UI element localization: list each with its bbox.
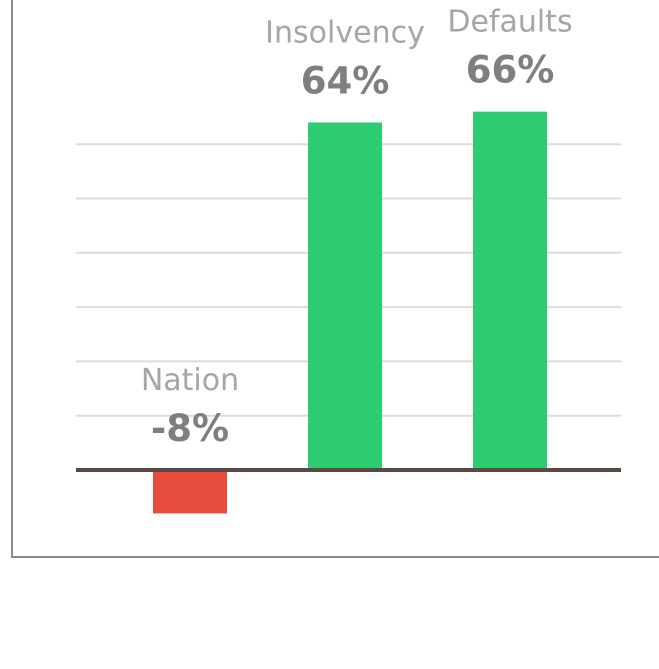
bars — [153, 111, 547, 514]
bar-nation — [153, 470, 227, 514]
value-label-nation: -8% — [151, 407, 229, 450]
category-label-nation: Nation — [141, 363, 239, 398]
value-label-defaults: 66% — [466, 49, 555, 92]
bar-defaults — [473, 111, 547, 471]
value-label-insolvency: 64% — [301, 59, 390, 102]
bar-insolvency — [308, 122, 382, 470]
category-label-insolvency: Insolvency — [265, 15, 425, 50]
chart-frame — [11, 0, 659, 558]
bar-labels: -8% Nation 64% Insolvency 66% Defaults — [141, 5, 573, 450]
category-label-defaults: Defaults — [447, 5, 572, 40]
